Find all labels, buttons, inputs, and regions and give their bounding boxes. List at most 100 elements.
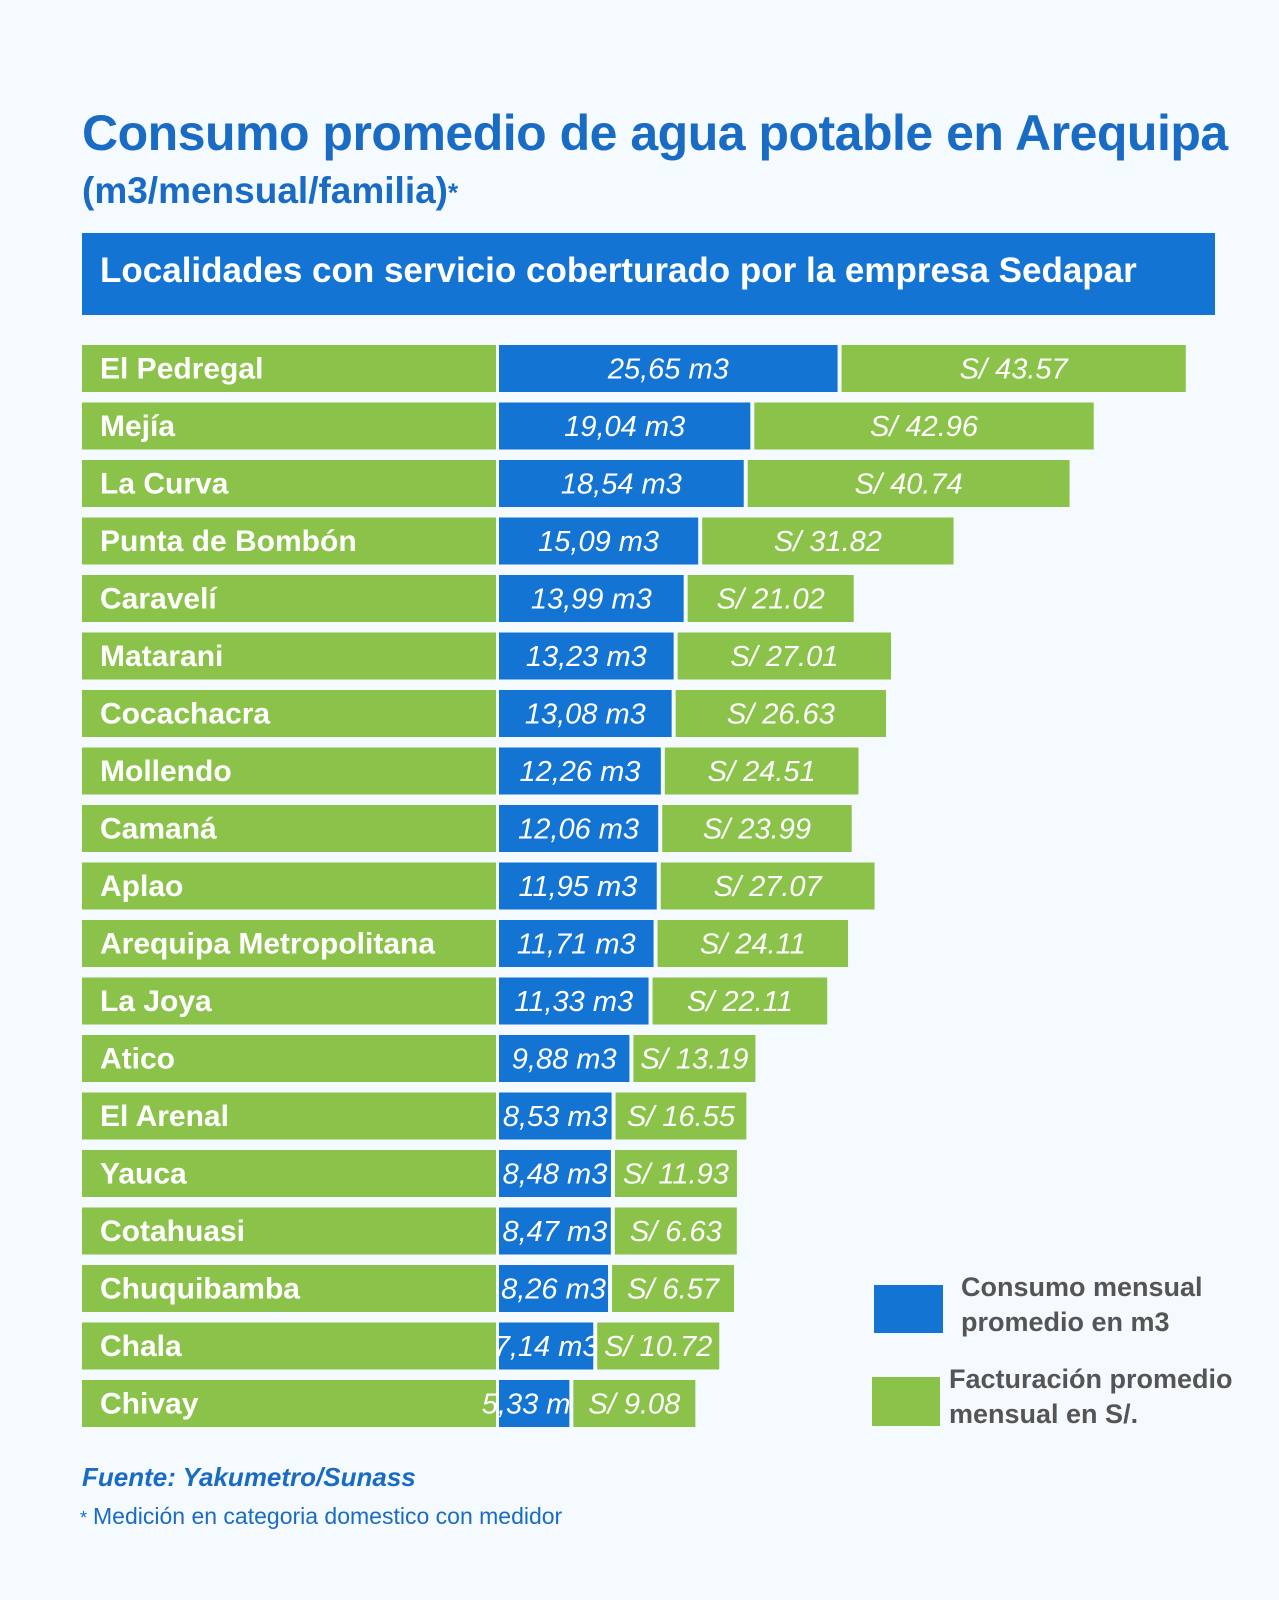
subtitle-text: (m3/mensual/familia) bbox=[82, 170, 449, 211]
legend-green-swatch bbox=[872, 1377, 940, 1426]
billing-bar-15 bbox=[614, 1207, 737, 1255]
category-bar-13 bbox=[82, 1092, 496, 1140]
category-label-6: Cocachacra bbox=[100, 698, 270, 731]
consumption-bar-10 bbox=[499, 920, 654, 967]
legend-green-line-1: Facturación promedio bbox=[949, 1364, 1233, 1394]
billing-bar-3 bbox=[702, 517, 954, 565]
consumption-bar-8 bbox=[499, 805, 659, 852]
category-label-12: Atico bbox=[100, 1043, 175, 1076]
legend-green-line-2: mensual en S/. bbox=[949, 1399, 1139, 1429]
billing-label-8: S/ 23.99 bbox=[703, 814, 811, 846]
consumption-bar-12 bbox=[499, 1035, 630, 1082]
banner: Localidades con servicio coberturado por… bbox=[82, 233, 1215, 315]
billing-label-17: S/ 10.72 bbox=[604, 1331, 712, 1363]
bar-chart: El Pedregal 25,65 m3 S/ 43.57 Mejía 19,04 m3… bbox=[82, 345, 1186, 1427]
billing-label-7: S/ 24.51 bbox=[708, 756, 816, 788]
consumption-label-15: 8,47 m3 bbox=[503, 1216, 608, 1248]
consumption-label-6: 13,08 m3 bbox=[525, 699, 646, 731]
category-bar-3 bbox=[82, 517, 496, 565]
category-label-2: La Curva bbox=[100, 468, 229, 501]
category-bar-12 bbox=[82, 1035, 496, 1082]
billing-label-16: S/ 6.57 bbox=[627, 1274, 721, 1306]
consumption-bar-1 bbox=[499, 402, 751, 450]
consumption-bar-2 bbox=[499, 460, 744, 507]
billing-bar-7 bbox=[664, 747, 859, 795]
consumption-bar-17 bbox=[499, 1322, 594, 1370]
category-bar-15 bbox=[82, 1207, 496, 1255]
consumption-label-0: 25,65 m3 bbox=[607, 354, 729, 386]
legend-blue-swatch bbox=[874, 1285, 943, 1333]
billing-bar-1 bbox=[754, 402, 1094, 450]
legend-blue-label: Consumo mensual promedio en m3 bbox=[961, 1270, 1261, 1340]
billing-bar-13 bbox=[615, 1092, 747, 1140]
billing-label-1: S/ 42.96 bbox=[870, 411, 979, 443]
consumption-label-18: 5,33 m3 bbox=[482, 1389, 587, 1421]
category-bar-9 bbox=[82, 862, 496, 910]
billing-bar-8 bbox=[662, 805, 852, 852]
consumption-label-7: 12,26 m3 bbox=[519, 756, 640, 788]
consumption-bar-13 bbox=[499, 1092, 612, 1140]
consumption-label-1: 19,04 m3 bbox=[564, 411, 685, 443]
category-bar-6 bbox=[82, 690, 496, 737]
billing-label-12: S/ 13.19 bbox=[640, 1044, 748, 1076]
consumption-label-5: 13,23 m3 bbox=[526, 641, 647, 673]
billing-bar-9 bbox=[660, 862, 875, 910]
footnote: * Medición en categoria domestico con med… bbox=[80, 1503, 562, 1530]
category-label-4: Caravelí bbox=[100, 583, 218, 616]
consumption-label-17: 7,14 m3 bbox=[494, 1331, 599, 1363]
chart-subtitle: (m3/mensual/familia)* bbox=[82, 170, 458, 212]
billing-label-9: S/ 27.07 bbox=[714, 871, 824, 903]
billing-bar-10 bbox=[657, 920, 849, 967]
billing-label-6: S/ 26.63 bbox=[727, 699, 835, 731]
billing-bar-18 bbox=[573, 1380, 696, 1427]
category-label-18: Chivay bbox=[100, 1388, 199, 1421]
category-bar-2 bbox=[82, 460, 496, 507]
billing-bar-2 bbox=[747, 460, 1070, 507]
consumption-label-2: 18,54 m3 bbox=[561, 469, 682, 501]
category-label-15: Cotahuasi bbox=[100, 1215, 245, 1248]
category-bar-8 bbox=[82, 805, 496, 852]
category-bar-7 bbox=[82, 747, 496, 795]
consumption-bar-11 bbox=[499, 977, 649, 1025]
consumption-label-3: 15,09 m3 bbox=[538, 526, 659, 558]
billing-label-4: S/ 21.02 bbox=[717, 584, 825, 616]
billing-bar-11 bbox=[652, 977, 828, 1025]
category-label-7: Mollendo bbox=[100, 755, 232, 788]
chart-title: Consumo promedio de agua potable en Areq… bbox=[82, 105, 1228, 161]
category-label-13: El Arenal bbox=[100, 1100, 229, 1133]
consumption-bar-5 bbox=[499, 632, 674, 680]
consumption-label-10: 11,71 m3 bbox=[517, 929, 636, 961]
legend-green-label: Facturación promedio mensual en S/. bbox=[949, 1362, 1249, 1432]
billing-label-13: S/ 16.55 bbox=[627, 1101, 736, 1133]
category-bar-14 bbox=[82, 1150, 496, 1197]
consumption-label-14: 8,48 m3 bbox=[503, 1159, 608, 1191]
category-label-3: Punta de Bombón bbox=[100, 525, 357, 558]
category-bar-0 bbox=[82, 345, 496, 392]
billing-label-0: S/ 43.57 bbox=[960, 354, 1070, 386]
category-label-14: Yauca bbox=[100, 1158, 187, 1191]
consumption-label-12: 9,88 m3 bbox=[512, 1044, 617, 1076]
billing-label-18: S/ 9.08 bbox=[588, 1389, 680, 1421]
subtitle-asterisk: * bbox=[448, 177, 459, 208]
consumption-label-11: 11,33 m3 bbox=[514, 986, 633, 1018]
category-bar-11 bbox=[82, 977, 496, 1025]
consumption-bar-0 bbox=[499, 345, 838, 392]
billing-bar-4 bbox=[687, 575, 854, 622]
category-label-8: Camaná bbox=[100, 813, 217, 846]
billing-bar-14 bbox=[614, 1150, 737, 1197]
consumption-bar-18 bbox=[499, 1380, 570, 1427]
category-bar-16 bbox=[82, 1265, 496, 1312]
category-label-17: Chala bbox=[100, 1330, 182, 1363]
category-label-5: Matarani bbox=[100, 640, 223, 673]
consumption-bar-6 bbox=[499, 690, 672, 737]
legend-blue-line-1: Consumo mensual bbox=[961, 1272, 1203, 1302]
category-label-16: Chuquibamba bbox=[100, 1273, 300, 1306]
billing-bar-5 bbox=[677, 632, 892, 680]
category-label-0: El Pedregal bbox=[100, 353, 263, 386]
legend-blue-line-2: promedio en m3 bbox=[961, 1307, 1170, 1337]
category-label-11: La Joya bbox=[100, 985, 212, 1018]
billing-bar-0 bbox=[841, 345, 1186, 392]
category-bar-10 bbox=[82, 920, 496, 967]
billing-label-15: S/ 6.63 bbox=[630, 1216, 722, 1248]
footnote-text: Medición en categoria domestico con medi… bbox=[93, 1503, 563, 1529]
